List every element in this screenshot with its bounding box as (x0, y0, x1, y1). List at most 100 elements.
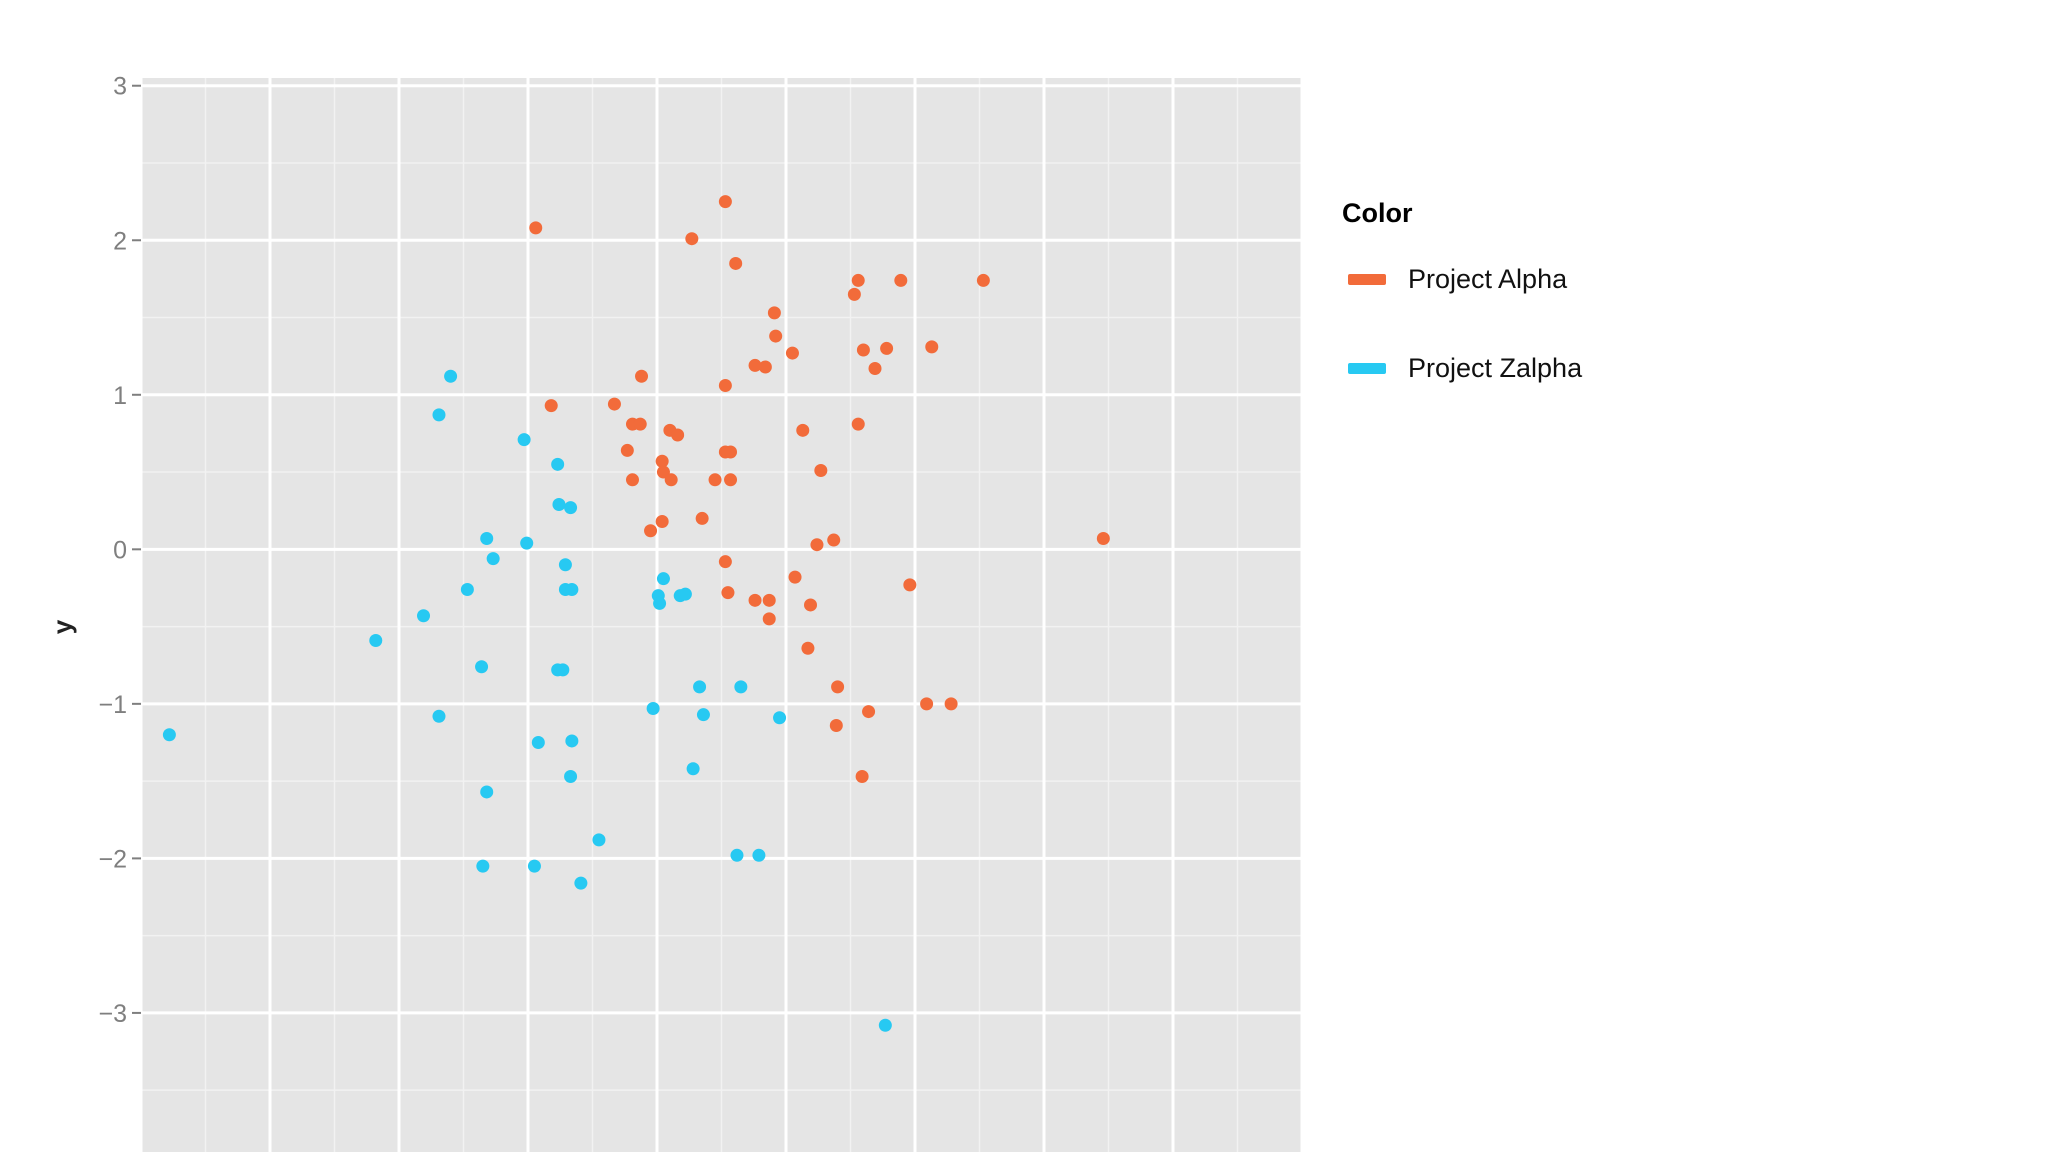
data-point (856, 343, 870, 357)
data-point (475, 660, 489, 674)
data-points (162, 195, 1110, 1032)
data-point (480, 785, 494, 799)
data-point (851, 273, 865, 287)
data-point (552, 498, 566, 512)
y-tick-label: −1 (98, 691, 127, 719)
data-point (944, 697, 958, 711)
data-point (976, 273, 990, 287)
y-tick-label: 0 (113, 536, 127, 564)
data-point (162, 728, 176, 742)
data-point (655, 515, 669, 529)
data-point (517, 433, 531, 447)
data-point (708, 473, 722, 487)
data-point (773, 711, 787, 725)
data-point (644, 524, 658, 538)
data-point (620, 443, 634, 457)
data-point (724, 445, 738, 459)
data-point (758, 360, 772, 374)
data-point (564, 769, 578, 783)
minor-gridlines (141, 78, 1302, 1152)
data-point (520, 536, 534, 550)
data-point (664, 473, 678, 487)
data-point (696, 708, 710, 722)
data-point (862, 705, 876, 719)
y-axis: 3 2 1 0 −1 −2 −3 (98, 73, 141, 1028)
data-point (804, 598, 818, 612)
data-point (460, 583, 474, 597)
data-point (718, 195, 732, 209)
data-point (880, 341, 894, 355)
legend-key (1348, 274, 1386, 285)
data-point (767, 306, 781, 320)
data-point (1096, 532, 1110, 546)
data-point (878, 1018, 892, 1032)
data-point (752, 848, 766, 862)
data-point (693, 680, 707, 694)
data-point (686, 762, 700, 776)
data-point (748, 593, 762, 607)
data-point (810, 538, 824, 552)
data-point (801, 641, 815, 655)
data-point (432, 709, 446, 723)
data-point (607, 397, 621, 411)
data-point (646, 701, 660, 715)
data-point (444, 369, 458, 383)
data-point (656, 572, 670, 586)
data-point (369, 633, 383, 647)
data-point (734, 680, 748, 694)
data-point (486, 552, 500, 566)
data-point (574, 876, 588, 890)
data-point (551, 457, 565, 471)
y-axis-label: y (47, 619, 77, 634)
data-point (678, 587, 692, 601)
data-point (769, 329, 783, 343)
data-point (592, 833, 606, 847)
data-point (476, 859, 490, 873)
data-point (894, 273, 908, 287)
data-point (829, 718, 843, 732)
data-point (556, 663, 570, 677)
legend-label: Project Alpha (1408, 264, 1568, 294)
data-point (903, 578, 917, 592)
data-point (730, 848, 744, 862)
data-point (480, 532, 494, 546)
data-point (685, 232, 699, 246)
data-point (635, 369, 649, 383)
data-point (925, 340, 939, 354)
legend-label: Project Zalpha (1408, 353, 1583, 383)
data-point (748, 358, 762, 372)
data-point (695, 511, 709, 525)
data-point (544, 399, 558, 413)
y-tick-label: 3 (113, 73, 127, 101)
data-point (417, 609, 431, 623)
legend-key (1348, 363, 1386, 374)
data-point (653, 596, 667, 610)
data-point (718, 379, 732, 393)
major-gridlines (139, 78, 1304, 1152)
legend: Color Project Alpha Project Zalpha (1342, 198, 1583, 383)
data-point (721, 586, 735, 600)
data-point (564, 501, 578, 515)
data-point (762, 612, 776, 626)
data-point (796, 423, 810, 437)
data-point (729, 256, 743, 270)
y-tick-label: 1 (113, 382, 127, 410)
data-point (531, 735, 545, 749)
legend-title: Color (1342, 198, 1413, 228)
data-point (827, 533, 841, 547)
data-point (831, 680, 845, 694)
data-point (762, 593, 776, 607)
data-point (432, 408, 446, 422)
y-tick-label: −3 (98, 1000, 127, 1028)
data-point (527, 859, 541, 873)
data-point (565, 734, 579, 748)
data-point (814, 464, 828, 478)
data-point (565, 583, 579, 597)
data-point (788, 570, 802, 584)
y-tick-label: −2 (98, 845, 127, 873)
data-point (529, 221, 543, 235)
data-point (855, 769, 869, 783)
data-point (847, 287, 861, 301)
